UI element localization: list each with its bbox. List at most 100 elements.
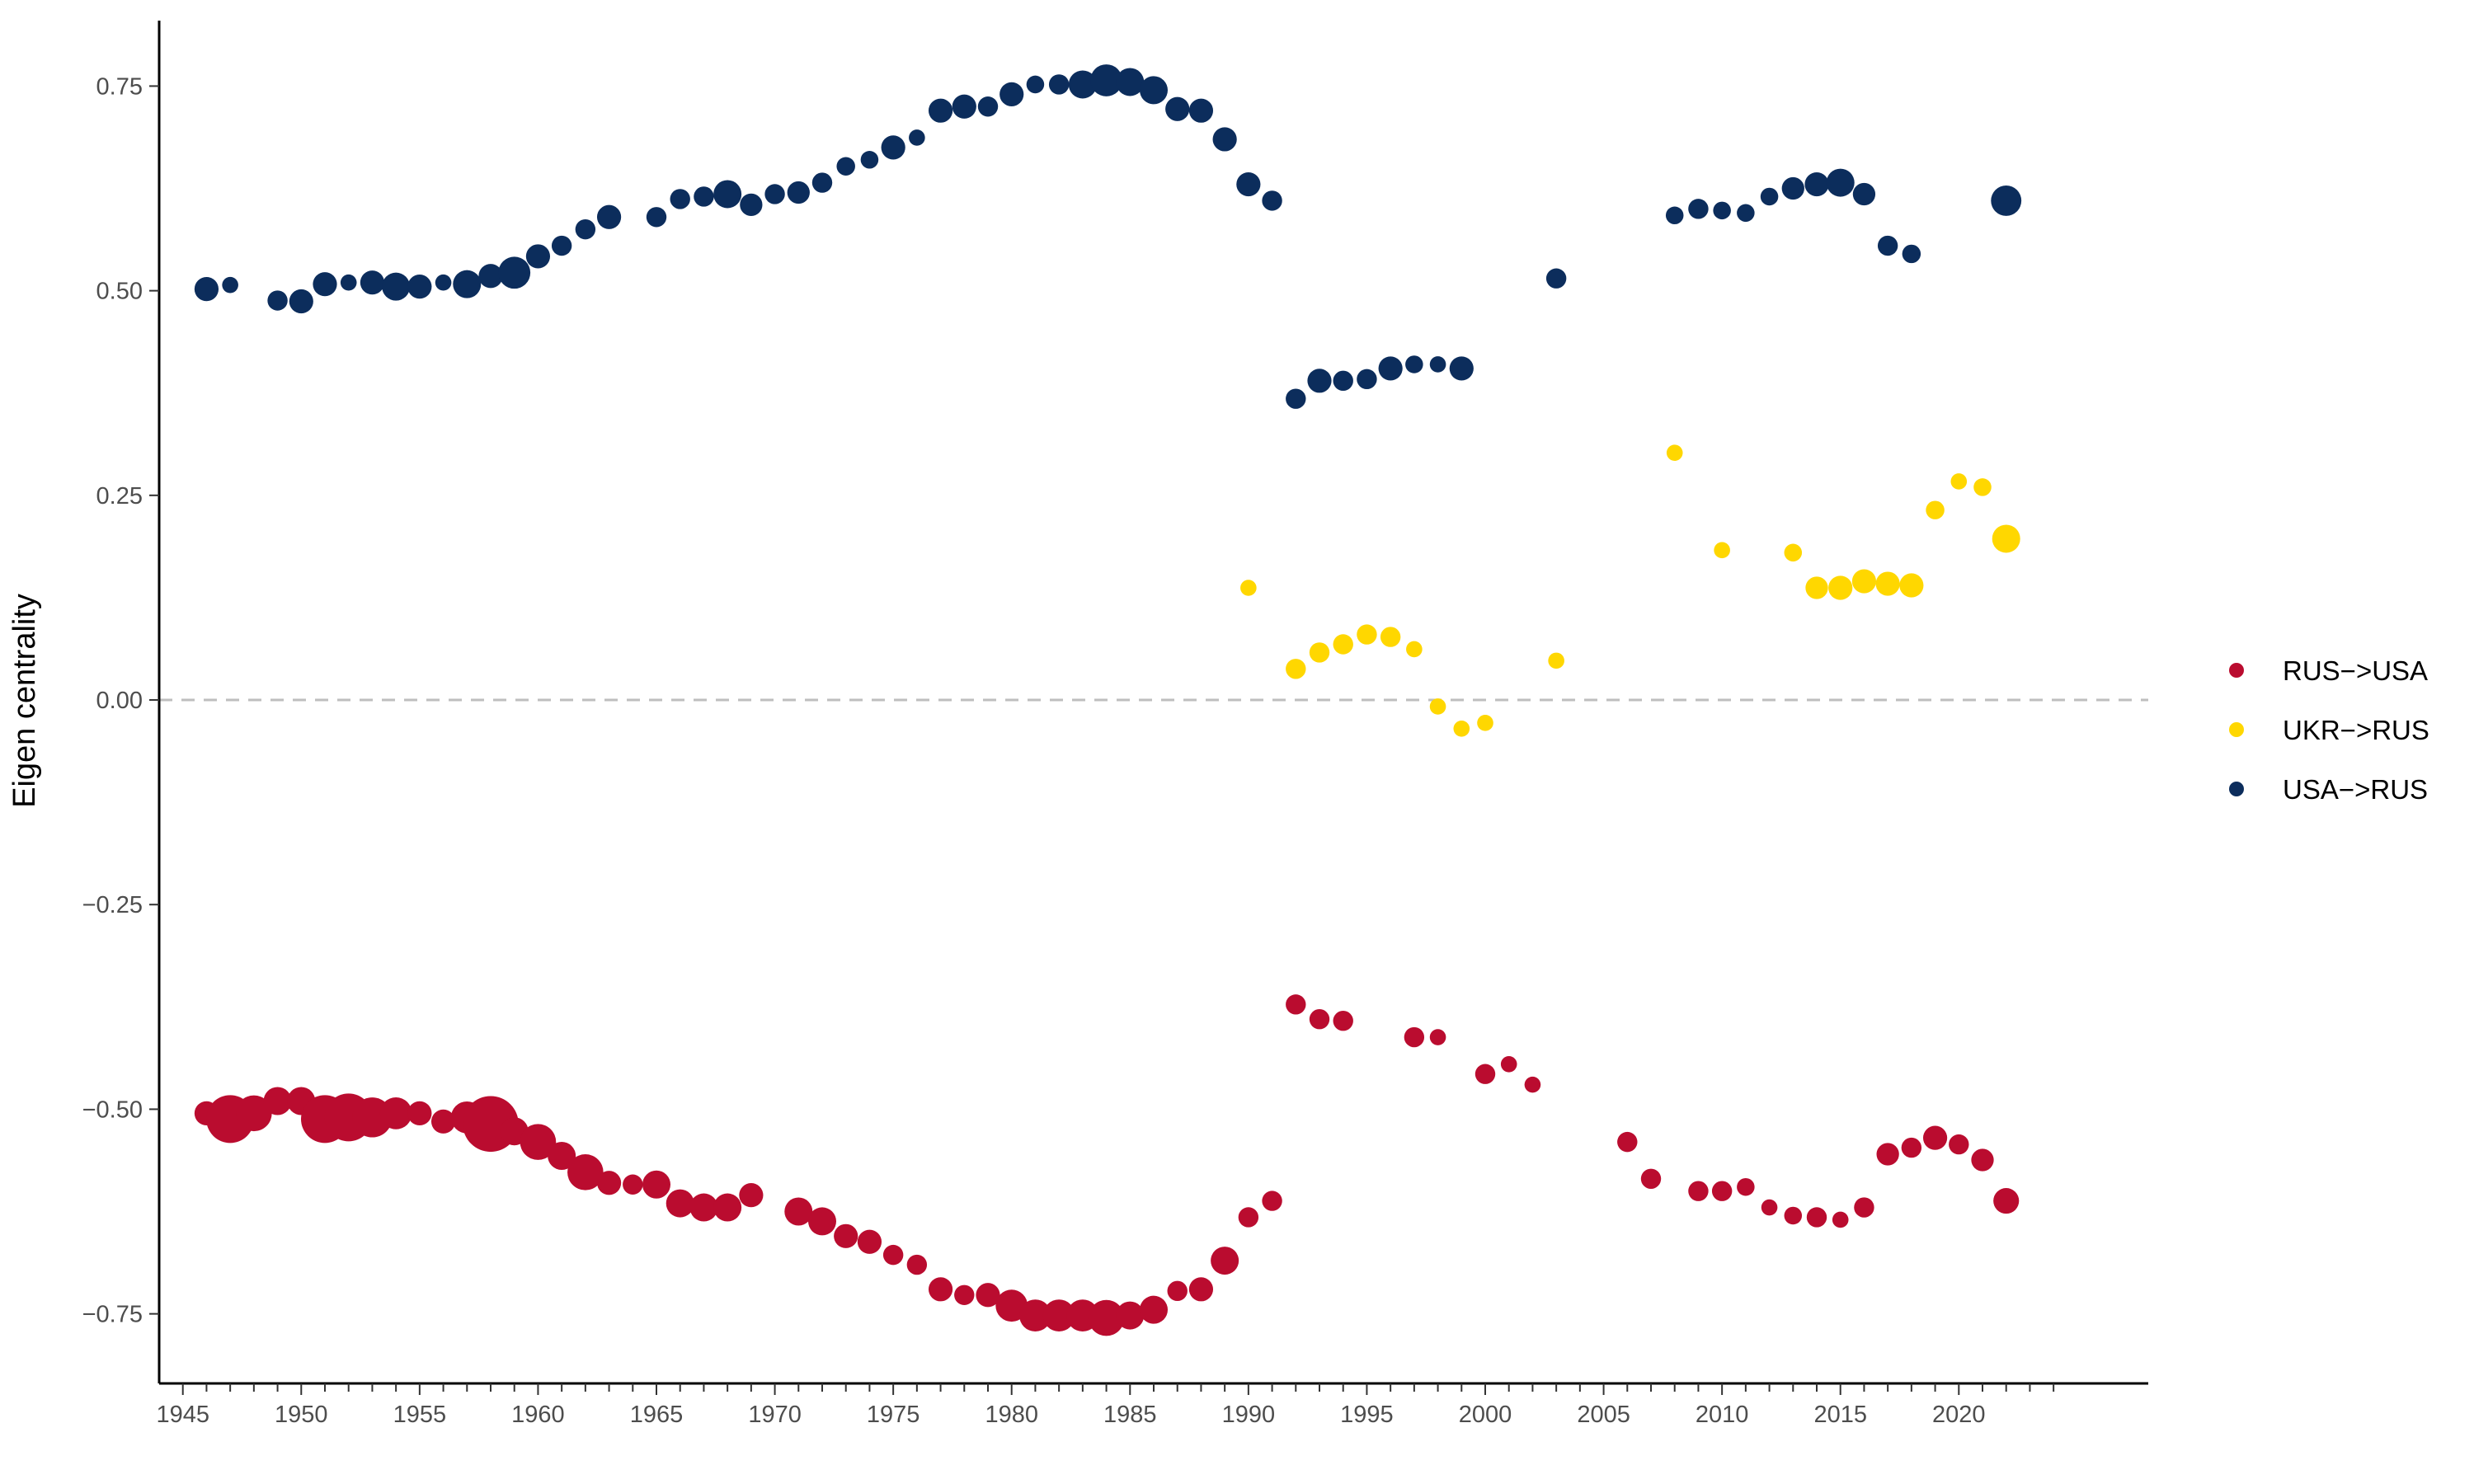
x-tick-label: 1985 (1103, 1402, 1157, 1428)
legend-key (2229, 663, 2244, 678)
data-point (435, 274, 452, 291)
data-point (1238, 1207, 1259, 1228)
data-point (575, 218, 596, 240)
x-tick-label: 1960 (511, 1402, 565, 1428)
data-point (1090, 64, 1122, 96)
data-point (1877, 235, 1898, 256)
data-point (646, 207, 667, 228)
data-point (1333, 634, 1353, 655)
data-point (1405, 355, 1423, 373)
data-point (1899, 573, 1924, 598)
data-point (836, 157, 855, 176)
legend: RUS−>USA UKR−>RUS USA−>RUS (2229, 655, 2429, 805)
plot-panel (159, 64, 2148, 1336)
data-point (1828, 575, 1853, 600)
data-point (1545, 268, 1567, 289)
data-point (1926, 500, 1945, 519)
data-point (713, 180, 742, 209)
data-point (1019, 1299, 1051, 1331)
data-point (1640, 1168, 1662, 1190)
x-tick-label: 1970 (748, 1402, 802, 1428)
data-point (1806, 1207, 1827, 1228)
x-tick-label: 1995 (1340, 1402, 1394, 1428)
data-point (340, 274, 357, 291)
data-point (1429, 1029, 1446, 1045)
data-point (764, 184, 785, 204)
y-tick-label: 0.75 (96, 73, 143, 100)
y-tick-label: −0.50 (82, 1097, 143, 1123)
data-point (551, 235, 572, 256)
data-point (1760, 187, 1779, 206)
data-point (666, 1189, 694, 1218)
data-point (1286, 659, 1306, 679)
data-point (1116, 1301, 1145, 1330)
data-point (1524, 1076, 1541, 1093)
data-point (1333, 370, 1353, 392)
data-point (1378, 356, 1403, 381)
data-point (1048, 74, 1070, 95)
data-point (379, 1097, 412, 1129)
data-point (1854, 1197, 1874, 1218)
data-point (520, 1124, 557, 1160)
data-point (1737, 204, 1755, 223)
data-point (689, 1193, 718, 1222)
data-point (881, 135, 905, 160)
data-point (906, 1254, 928, 1275)
data-point (1781, 176, 1804, 200)
x-tick-label: 2005 (1577, 1402, 1630, 1428)
data-point (1949, 1134, 1969, 1155)
data-point (787, 181, 810, 204)
data-point (1666, 444, 1683, 461)
data-point (313, 272, 337, 297)
data-point (1453, 720, 1470, 737)
data-point (1805, 576, 1828, 599)
data-point (1852, 182, 1876, 206)
y-tick-label: 0.25 (96, 483, 143, 510)
x-tick-label: 2020 (1932, 1402, 1986, 1428)
data-point (1761, 1199, 1778, 1216)
data-point (1333, 1010, 1353, 1031)
x-tick-label: 1975 (867, 1402, 920, 1428)
y-axis-title: Eigen centrality (7, 594, 42, 808)
data-point (999, 82, 1024, 106)
data-point (382, 272, 411, 301)
data-point (1851, 569, 1877, 594)
data-point (909, 129, 925, 146)
data-point (1167, 1280, 1188, 1302)
data-point (834, 1223, 858, 1248)
data-point (222, 276, 238, 294)
y-tick-label: 0.50 (96, 279, 143, 305)
data-point (1188, 1277, 1214, 1302)
series-1 (1240, 444, 2020, 737)
data-point (623, 1174, 643, 1195)
data-point (1876, 1143, 1899, 1166)
data-point (498, 256, 531, 289)
data-point (1971, 1148, 1994, 1172)
y-tick-label: −0.75 (82, 1302, 143, 1328)
points-layer (194, 64, 2022, 1336)
data-point (1240, 580, 1257, 596)
data-point (1404, 1026, 1425, 1048)
data-point (1784, 543, 1803, 562)
data-point (1617, 1131, 1638, 1153)
data-point (1784, 1206, 1803, 1225)
data-point (1832, 1211, 1849, 1228)
data-point (407, 275, 432, 299)
data-point (453, 270, 482, 298)
data-point (928, 1277, 953, 1302)
data-point (1236, 171, 1261, 197)
data-point (1922, 1125, 1948, 1150)
data-point (928, 98, 953, 123)
data-point (1688, 1181, 1709, 1201)
data-point (289, 289, 313, 314)
data-point (1140, 76, 1168, 105)
data-point (1714, 542, 1730, 559)
data-point (263, 1087, 292, 1115)
legend-key (2229, 782, 2244, 796)
data-point (596, 204, 622, 229)
data-point (1212, 127, 1237, 152)
data-point (1804, 171, 1829, 197)
data-point (1665, 206, 1684, 225)
data-point (1429, 356, 1446, 373)
